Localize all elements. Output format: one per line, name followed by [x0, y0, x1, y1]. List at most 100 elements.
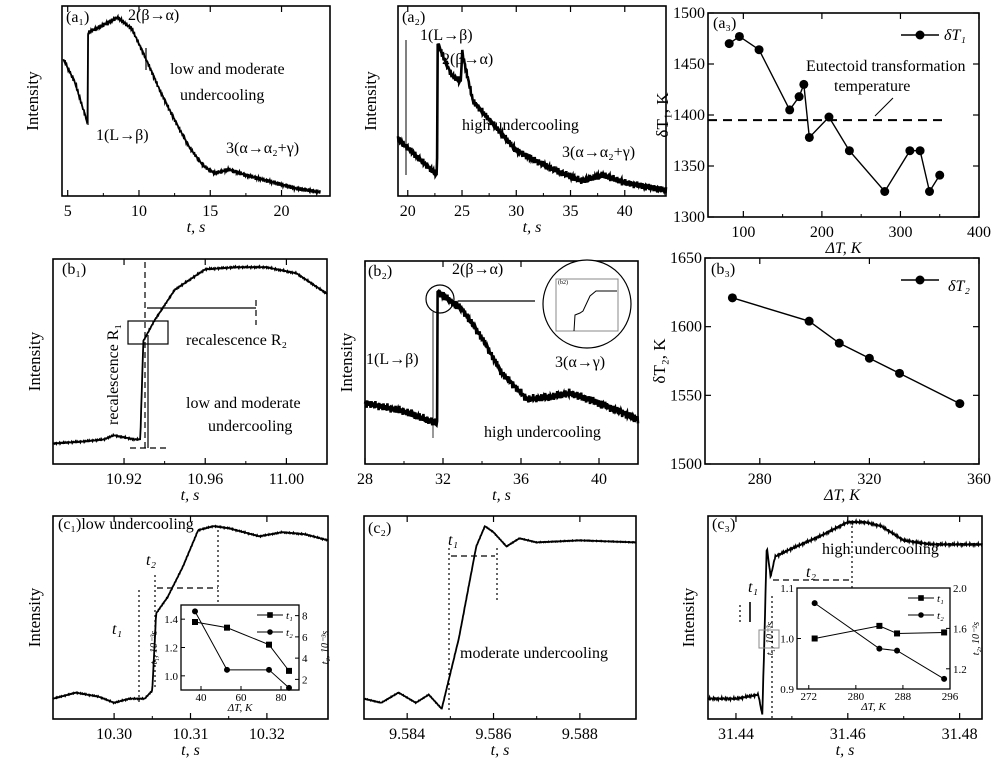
inset-x-tick-label-c3: 272 — [801, 691, 818, 703]
intensity-trace-b2 — [363, 288, 640, 428]
x-axis-label-b3: ΔT, K — [823, 487, 861, 504]
inset-y2-axis-label-c3: t₂, 10⁻²s — [971, 622, 982, 656]
zoom-inset-circle-b2 — [542, 259, 632, 349]
inset-data-point-c3 — [811, 635, 818, 642]
annotation-b1-r1: recalescence R₁ — [105, 323, 122, 425]
data-point-a3 — [804, 132, 814, 142]
annotation-a3-ref-1: Eutectoid transformation — [806, 58, 966, 75]
inset-legend-marker-c1 — [267, 612, 273, 618]
annotation-b2-peak2: 2(β→α) — [452, 261, 504, 278]
inset-series-line-c3 — [814, 602, 945, 680]
data-point-a3 — [905, 146, 915, 156]
data-point-a3 — [799, 79, 809, 89]
inset-x-tick-label-c3: 280 — [848, 691, 865, 703]
inset-data-point-c1 — [192, 608, 198, 615]
legend-a3-label: δT₁ — [944, 27, 966, 44]
y-axis-label-b2: Intensity — [337, 332, 356, 392]
zoom-inset-trace-b2 — [573, 290, 617, 332]
inset-data-point-c1 — [286, 684, 292, 691]
plot-frame-b3 — [704, 257, 980, 465]
annotation-a3-ref-2: temperature — [834, 78, 911, 95]
inset-data-point-c1 — [192, 619, 198, 625]
data-point-b3 — [864, 353, 874, 363]
annotation-a1-peak1: 1(L→β) — [96, 127, 149, 144]
y-axis-label-c1: Intensity — [25, 587, 44, 647]
plot-frame-b2 — [364, 260, 639, 465]
x-axis-label-a1: t, s — [187, 219, 206, 236]
x-tick-label-a1: 15 — [202, 203, 218, 220]
x-tick-label-b1: 10.96 — [187, 471, 223, 488]
inset-legend-label-c1: t₂ — [286, 627, 293, 639]
panel-label-a3: (a₃) — [713, 15, 737, 32]
inset-legend-label-c1: t₁ — [286, 610, 293, 622]
annotation-c3-t1: t₁ — [748, 579, 759, 596]
inset-data-point-c3 — [876, 645, 883, 652]
y-tick-label-b3: 1500 — [670, 456, 702, 473]
data-point-a3 — [754, 45, 764, 55]
x-tick-label-a2: 20 — [400, 203, 416, 220]
x-tick-label-a1: 5 — [64, 203, 72, 220]
inset-x-tick-label-c1: 40 — [196, 692, 208, 704]
x-tick-label-b3: 320 — [857, 471, 881, 488]
inset-legend-marker-c1 — [267, 629, 273, 635]
annotation-b1-regime-1: low and moderate — [186, 395, 301, 412]
y-axis-label-b3: δT₂, K — [650, 338, 669, 384]
inset-y-tick-label-c1: 1.0 — [164, 671, 178, 683]
x-tick-label-c1: 10.30 — [96, 726, 132, 743]
x-tick-label-b3: 280 — [748, 471, 772, 488]
data-point-a3 — [734, 31, 744, 41]
inset-y2-tick-label-c3: 1.6 — [953, 623, 967, 635]
inset-data-point-c1 — [266, 666, 272, 673]
x-tick-label-a3: 100 — [731, 224, 755, 241]
x-tick-label-c3: 31.44 — [718, 726, 754, 743]
y-tick-label-a3: 1300 — [673, 209, 705, 226]
x-tick-label-b3: 360 — [967, 471, 991, 488]
intensity-trace-c3 — [707, 517, 983, 715]
zoom-inset-frame-b2 — [555, 278, 619, 332]
data-point-b3 — [895, 368, 905, 378]
annotation-a2-peak3: 3(α→α₂+γ) — [562, 144, 636, 161]
inset-legend-label-c3: t₁ — [937, 593, 944, 605]
panel-label-c1: (c₁)low undercooling — [58, 516, 194, 533]
inset-x-tick-label-c3: 288 — [895, 691, 912, 703]
annotation-a2-peak2: 2(β→α) — [442, 51, 494, 68]
y-axis-label-a3: δT₁, K — [653, 92, 672, 138]
annotation-b1-regime-2: undercooling — [208, 418, 293, 435]
inset-y-tick-label-c3: 0.9 — [780, 684, 794, 696]
inset-y-axis-label-c3: t₁, 10⁻³s — [765, 622, 776, 656]
x-tick-label-a1: 20 — [274, 203, 290, 220]
plot-frame-b1 — [52, 258, 328, 465]
y-tick-label-b3: 1550 — [670, 387, 702, 404]
y-tick-label-b3: 1650 — [670, 250, 702, 267]
y-axis-label-a2: Intensity — [361, 71, 380, 131]
plot-frame-c2 — [363, 515, 637, 720]
data-point-b3 — [727, 293, 737, 303]
inset-label-b2: (b2) — [558, 280, 568, 286]
plot-frame-c3 — [707, 515, 983, 720]
intensity-trace-b1 — [52, 264, 328, 446]
annotation-b2-peak3: 3(α→γ) — [555, 354, 606, 371]
y-tick-label-a3: 1350 — [673, 158, 705, 175]
annotation-b2-peak1: 1(L→β) — [366, 351, 419, 368]
data-point-b3 — [955, 399, 965, 409]
panel-label-b2: (b₂) — [368, 263, 393, 280]
intensity-trace-c1 — [52, 524, 329, 705]
x-tick-label-c2: 9.588 — [562, 726, 598, 743]
inset-y2-axis-label-c1: t₂, 10⁻³s — [320, 631, 331, 665]
annotation-a1-regime-2: undercooling — [180, 87, 265, 104]
inset-y2-tick-label-c3: 2.0 — [953, 583, 967, 595]
legend-b3-label: δT₂ — [948, 278, 970, 295]
data-point-b3 — [804, 316, 814, 326]
reference-arrow — [874, 97, 894, 117]
data-point-a3 — [915, 146, 925, 156]
annotation-b2-regime: high undercooling — [484, 424, 601, 441]
data-point-b3 — [834, 338, 844, 348]
y-axis-label-c3: Intensity — [679, 587, 698, 647]
panel-label-a2: (a₂) — [402, 9, 426, 26]
series-line-b3 — [732, 297, 961, 405]
x-tick-label-a2: 25 — [454, 203, 470, 220]
data-point-a3 — [844, 146, 854, 156]
data-point-a3 — [935, 170, 945, 180]
x-tick-label-a2: 40 — [617, 203, 633, 220]
annotation-a1-peak2: 2(β→α) — [128, 7, 180, 24]
